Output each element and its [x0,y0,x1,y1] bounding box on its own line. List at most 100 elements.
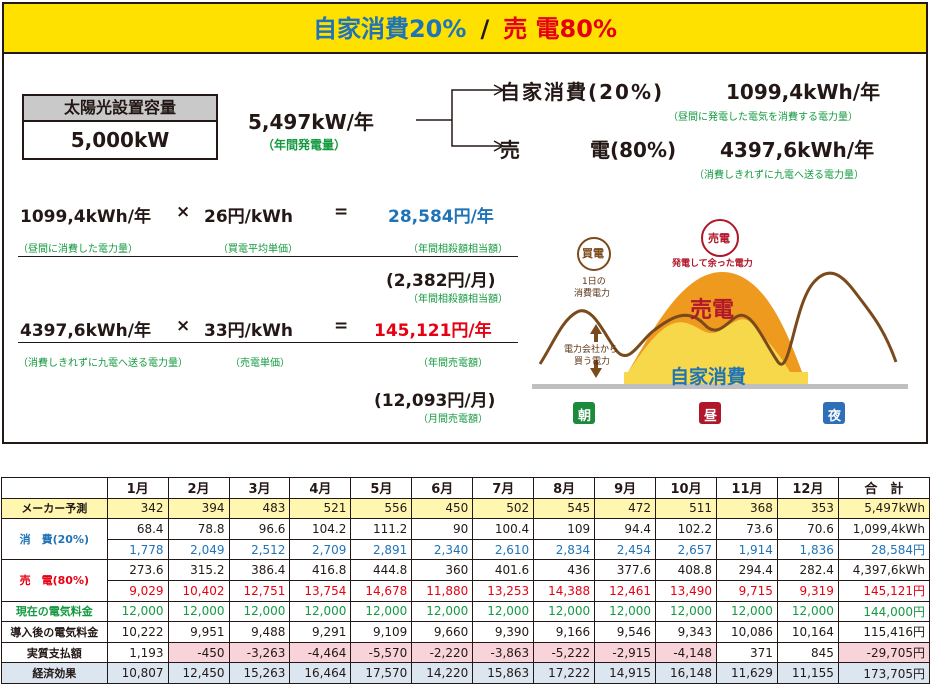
column-header: 合 計 [837,477,930,499]
summary-panel: 自家消費20% / 売 電80% 太陽光設置容量 5,000kW 5,497kW/年… [2,2,928,444]
daily-power-diagram [532,219,908,424]
table-cell: 10,222 [106,621,169,643]
table-cell: 483 [228,497,291,520]
table-cell: -4,148 [655,641,717,664]
calc1-times: × [176,202,191,222]
column-header: 3月 [228,477,291,499]
table-cell: 9,166 [533,621,596,643]
table-cell: 15,863 [472,662,535,684]
table-cell: 173,705円 [837,662,930,684]
calc2-monthly: (12,093円/月) [374,391,496,411]
table-cell: 1,836 [776,538,839,561]
table-cell: 12,000 [716,600,778,623]
down-arrow-icon [590,360,602,378]
calc2-result-note: （年間売電額） [418,358,488,369]
table-row: 経済効果 10,807 12,450 15,263 16,464 17,570 14,220… [1,662,930,684]
table-cell: 845 [776,641,839,664]
self-consumption-note: （昼間に発電した電気を消費する電力量） [668,112,858,123]
column-header: 2月 [167,477,230,499]
table-cell: 282.4 [776,559,839,581]
up-arrow-icon [590,324,602,342]
table-cell: 394 [167,497,230,520]
table-cell: 12,000 [106,600,169,623]
table-cell: -2,220 [411,641,474,664]
calc1-result-note: （年間相殺額相当額） [408,244,508,255]
branch-arrow-icon [416,84,505,152]
row-label: 実質支払額 [1,641,108,664]
table-cell: 2,891 [350,538,413,561]
table-cell: 9,660 [411,621,474,643]
table-row: 導入後の電気料金 10,222 9,951 9,488 9,291 9,109 9,660 9… [1,621,930,643]
table-cell: 13,253 [472,579,535,602]
sell-sub: 発電して余った電力 [672,259,753,269]
table-cell: 109 [533,518,596,540]
table-cell: 4,397,6kWh [837,559,930,581]
divider [18,342,518,343]
table-cell: 556 [350,497,413,520]
table-cell: 436 [533,559,596,581]
table-cell: 15,263 [228,662,291,684]
table-cell: 14,915 [594,662,657,684]
table-cell: 12,000 [411,600,474,623]
table-cell: 511 [655,497,717,520]
table-cell: 1,099,4kWh [837,518,930,540]
column-header: 8月 [533,477,596,499]
table-cell: 12,000 [655,600,717,623]
sell-badge-label: 売電 [708,232,730,245]
table-cell: 10,164 [776,621,839,643]
table-cell: 12,000 [533,600,596,623]
morning-badge [573,402,595,424]
table-cell: 2,657 [655,538,717,561]
table-row: 現在の電気料金 12,000 12,000 12,000 12,000 12,000 12,… [1,600,930,623]
table-cell: 68.4 [106,518,169,540]
table-cell: 2,454 [594,538,657,561]
calc2-result: 145,121円/年 [374,321,492,341]
table-cell: 1,193 [106,641,169,664]
buy-label: 買電 [582,247,604,260]
table-cell: 12,000 [228,600,291,623]
capacity-value: 5,000kW [70,128,170,152]
table-cell: 9,951 [167,621,230,643]
table-cell: -450 [167,641,230,664]
table-cell: 104.2 [289,518,352,540]
table-row: 実質支払額 1,193 -450 -3,263 -4,464 -5,570 -2,220 -3… [1,641,930,664]
table-row: 売 電(80%) 273.6 315.2 386.4 416.8 444.8 360 401.… [1,559,930,602]
table-cell: 14,678 [350,579,413,602]
table-row: 消 費(20%) 68.4 78.8 96.6 104.2 111.2 90 100.4 109… [1,518,930,561]
table-cell: 73.6 [716,518,778,540]
sell-value: 4397,6kWh/年 [720,138,875,162]
table-cell: -3,863 [472,641,535,664]
table-cell: 9,109 [350,621,413,643]
noon-badge [699,402,721,424]
table-cell: 9,546 [594,621,657,643]
table-cell: -5,222 [533,641,596,664]
table-cell: 360 [411,559,474,581]
table-cell: 273.6 [106,559,169,581]
table-cell: 2,512 [228,538,291,561]
table-cell: 12,450 [167,662,230,684]
table-cell: 342 [106,497,169,520]
table-cell: 12,461 [594,579,657,602]
column-header: 5月 [350,477,413,499]
calc2-rate-note: （売電単価） [230,358,290,369]
table-cell: 315.2 [167,559,230,581]
table-cell: 102.2 [655,518,717,540]
column-header: 7月 [472,477,535,499]
table-cell: 9,343 [655,621,717,643]
table-cell: 94.4 [594,518,657,540]
table-cell: 17,570 [350,662,413,684]
table-cell: 416.8 [289,559,352,581]
calc1-rate: 26円/kWh [204,207,294,227]
column-header: 12月 [776,477,839,499]
table-cell: 70.6 [776,518,839,540]
self-consumption-value: 1099,4kWh/年 [726,80,881,104]
calc1-rate-note: （買電平均単価） [218,244,298,255]
capacity-box: 太陽光設置容量 5,000kW [22,94,218,160]
noon-label: 昼 [704,409,718,424]
table-row: メーカー予測 342 394 483 521 556 450 502 545 472 511 368 3… [1,497,930,520]
column-header [1,477,108,499]
row-label: メーカー予測 [1,497,108,520]
banner-sell: 売 電80% [503,15,618,43]
calc2-kwh: 4397,6kWh/年 [20,321,151,341]
table-cell: 2,049 [167,538,230,561]
